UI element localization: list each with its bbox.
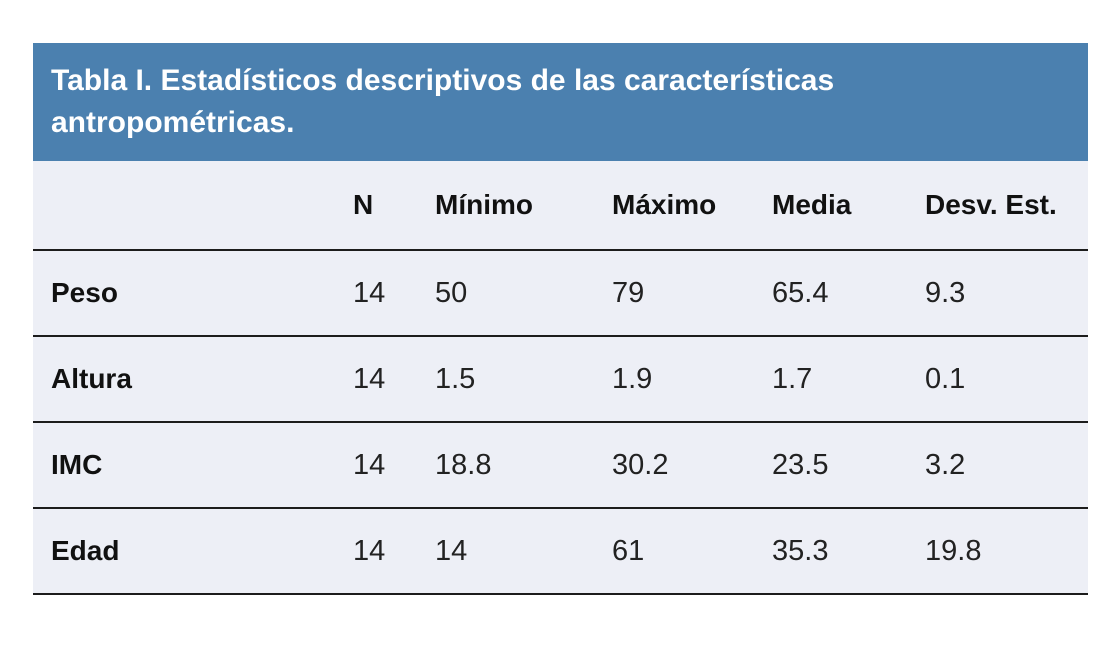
column-header-media: Media xyxy=(772,161,925,251)
cell-desv-est: 19.8 xyxy=(925,534,982,567)
cell-maximo: 61 xyxy=(612,534,645,567)
cell-minimo: 14 xyxy=(435,534,468,567)
cell-desv-est: 9.3 xyxy=(925,276,966,309)
row-label: Peso xyxy=(51,277,118,308)
cell-n: 14 xyxy=(353,448,386,481)
cell-minimo: 1.5 xyxy=(435,362,476,395)
cell-desv-est: 0.1 xyxy=(925,362,966,395)
row-label: Altura xyxy=(51,363,132,394)
column-header-minimo: Mínimo xyxy=(435,161,612,251)
cell-media: 65.4 xyxy=(772,276,829,309)
header-row: N Mínimo Máximo Media Desv. Est. xyxy=(33,161,1088,251)
table-row-edad: Edad 14 14 61 35.3 19.8 xyxy=(33,508,1088,594)
column-header-desv-est: Desv. Est. xyxy=(925,161,1088,251)
table-title: Tabla I. Estadísticos descriptivos de la… xyxy=(51,64,835,139)
cell-maximo: 1.9 xyxy=(612,362,653,395)
column-header-blank xyxy=(33,161,353,251)
stats-table: N Mínimo Máximo Media Desv. Est. Peso 14… xyxy=(33,161,1088,595)
cell-maximo: 30.2 xyxy=(612,448,669,481)
table-title-bar: Tabla I. Estadísticos descriptivos de la… xyxy=(33,43,1088,161)
row-label: Edad xyxy=(51,535,120,566)
cell-n: 14 xyxy=(353,276,386,309)
cell-minimo: 50 xyxy=(435,276,468,309)
table-row-altura: Altura 14 1.5 1.9 1.7 0.1 xyxy=(33,336,1088,422)
cell-n: 14 xyxy=(353,534,386,567)
cell-minimo: 18.8 xyxy=(435,448,492,481)
cell-media: 1.7 xyxy=(772,362,813,395)
column-header-n: N xyxy=(353,161,435,251)
row-label: IMC xyxy=(51,449,103,480)
cell-media: 35.3 xyxy=(772,534,829,567)
cell-desv-est: 3.2 xyxy=(925,448,966,481)
table-row-peso: Peso 14 50 79 65.4 9.3 xyxy=(33,250,1088,336)
cell-maximo: 79 xyxy=(612,276,645,309)
column-header-maximo: Máximo xyxy=(612,161,772,251)
cell-media: 23.5 xyxy=(772,448,829,481)
table-card: Tabla I. Estadísticos descriptivos de la… xyxy=(33,43,1088,595)
cell-n: 14 xyxy=(353,362,386,395)
table-row-imc: IMC 14 18.8 30.2 23.5 3.2 xyxy=(33,422,1088,508)
